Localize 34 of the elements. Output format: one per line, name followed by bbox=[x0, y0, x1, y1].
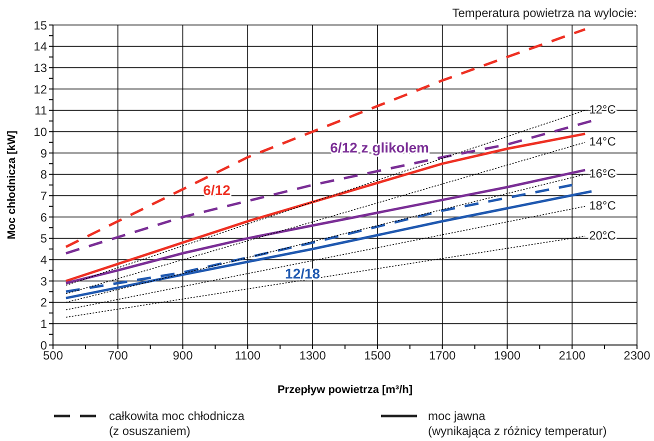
y-tick-label: 15 bbox=[34, 18, 48, 32]
series-label: 14°C bbox=[589, 134, 616, 149]
y-tick-label: 5 bbox=[40, 232, 48, 246]
line-series bbox=[64, 28, 586, 248]
x-tick-label: 1500 bbox=[364, 348, 392, 363]
y-tick-label: 10 bbox=[34, 124, 48, 139]
x-tick-label: 1900 bbox=[494, 348, 521, 363]
y-tick-label: 3 bbox=[40, 274, 48, 288]
x-tick-label: 900 bbox=[172, 348, 194, 363]
y-tick-label: 11 bbox=[34, 104, 48, 118]
y-tick-label: 4 bbox=[40, 252, 48, 267]
y-axis-title: Moc chłodnicza [kW] bbox=[6, 130, 18, 240]
text: całkowita moc chłodnicza (z osuszaniem) bbox=[109, 409, 244, 439]
text: moc jawna (wynikająca z różnicy temperatur) bbox=[428, 409, 607, 439]
text: Temperatura powietrza na wylocie: bbox=[452, 6, 637, 20]
y-tick-label: 12 bbox=[34, 82, 48, 96]
y-tick-label: 13 bbox=[34, 60, 48, 75]
x-tick-label: 2300 bbox=[624, 348, 651, 363]
x-tick-label: 700 bbox=[108, 348, 128, 363]
x-tick-label: 2100 bbox=[558, 348, 586, 363]
series-label: 6/12 bbox=[203, 182, 231, 198]
x-tick-label: 1300 bbox=[299, 348, 326, 363]
x-axis-title: Przepływ powietrza [m³/h] bbox=[277, 384, 413, 396]
line-series bbox=[64, 168, 586, 284]
y-tick-label: 9 bbox=[40, 146, 48, 160]
y-tick-label: 2 bbox=[40, 296, 48, 310]
y-tick-label: 7 bbox=[40, 188, 48, 203]
series-label: 18°C bbox=[589, 198, 616, 213]
y-tick-label: 14 bbox=[34, 40, 48, 54]
y-tick-label: 1 bbox=[40, 316, 48, 331]
x-tick-label: 1100 bbox=[234, 348, 261, 363]
x-tick-label: 1700 bbox=[428, 348, 456, 363]
y-tick-label: 8 bbox=[40, 168, 48, 182]
y-tick-label: 6 bbox=[40, 210, 48, 224]
